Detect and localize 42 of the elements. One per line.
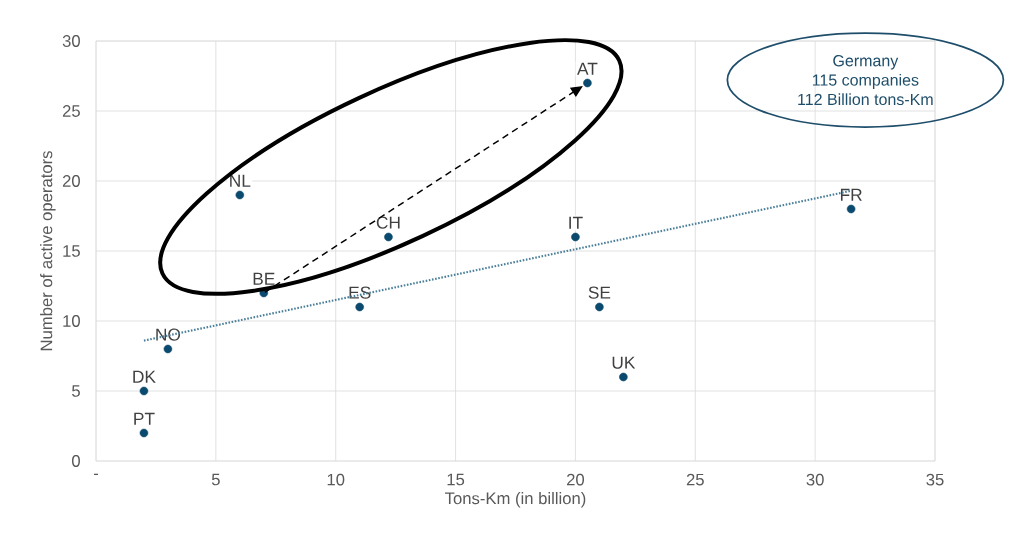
x-tick-label: - [93, 473, 99, 475]
x-tick-label: 5 [211, 473, 220, 486]
point [235, 190, 245, 200]
y-tick-label: 30 [62, 35, 80, 47]
annotation: UK [612, 356, 636, 369]
annotation: IT [569, 216, 583, 229]
point [846, 204, 856, 214]
annotation: SE [588, 286, 611, 299]
y-axis-title: Number of active operators [40, 151, 56, 351]
point [139, 386, 149, 396]
x-tick-label: 15 [447, 473, 465, 486]
annotation: 112 Billion tons-Km [798, 93, 933, 106]
annotation: DK [133, 370, 156, 383]
x-tick-label: 20 [567, 473, 585, 486]
y-tick-label: 20 [62, 175, 80, 187]
x-tick-label: 25 [686, 473, 704, 486]
annotation: BE [253, 272, 275, 285]
point [139, 428, 149, 438]
x-axis-title: Tons-Km (in billion) [445, 491, 586, 508]
x-tick-label: 35 [926, 473, 944, 486]
point [163, 344, 173, 354]
y-tick-label: 5 [72, 385, 80, 397]
annotation: PT [134, 412, 155, 425]
annotation: AT [577, 62, 598, 75]
point [619, 372, 628, 382]
point [583, 78, 592, 88]
annotation: NL [230, 174, 251, 187]
annotation: ES [349, 286, 371, 299]
point [355, 302, 364, 312]
annotation: FR [840, 188, 862, 201]
y-tick-label: 15 [63, 245, 80, 257]
point [595, 302, 604, 312]
annotation: 115 companies [812, 73, 919, 89]
y-tick-label: 0 [72, 455, 80, 467]
annotation: Germany [833, 55, 899, 70]
y-tick-label: 25 [62, 105, 80, 117]
point [384, 232, 393, 242]
point [571, 232, 580, 242]
y-tick-label: 10 [63, 315, 80, 327]
x-tick-label: 10 [327, 473, 345, 486]
annotation: CH [376, 216, 400, 229]
x-tick-label: 30 [806, 473, 824, 486]
